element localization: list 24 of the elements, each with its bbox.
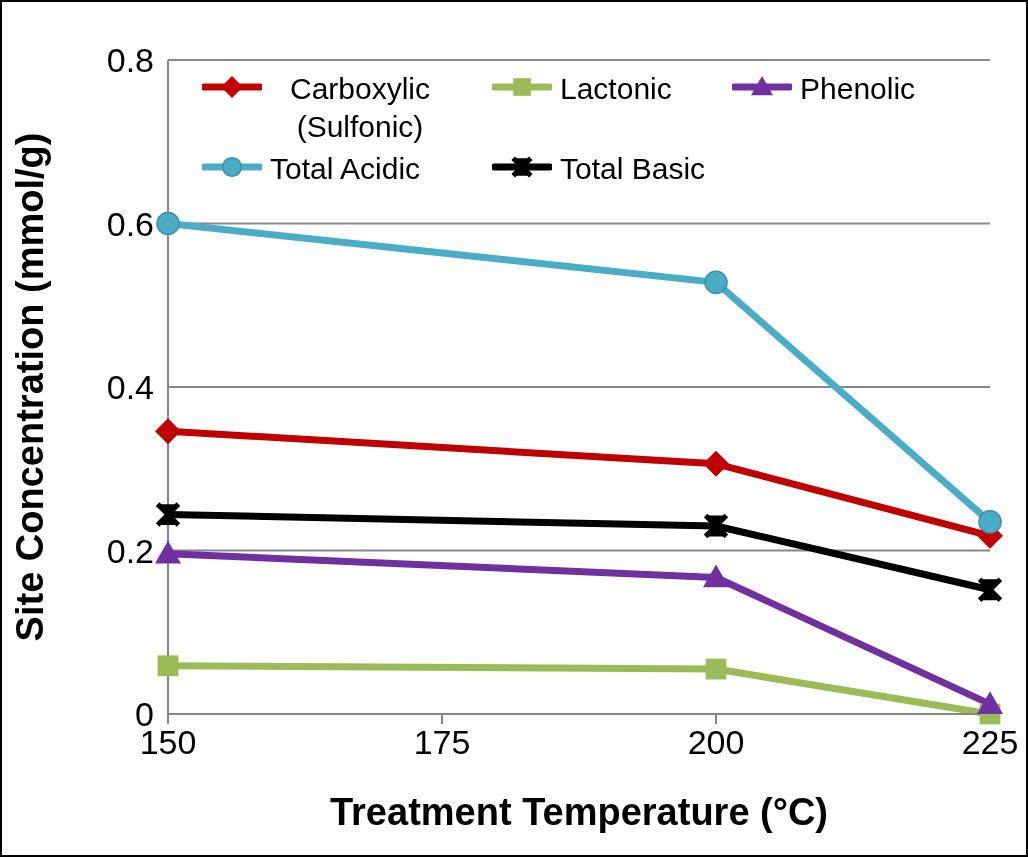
point <box>978 510 1002 534</box>
legend-label: Total Basic <box>560 151 706 187</box>
legend-label: Carboxylic (Sulfonic) <box>288 71 431 145</box>
point <box>156 211 180 236</box>
point <box>157 655 179 677</box>
point <box>704 270 728 295</box>
y-tick-label: 0.4 <box>106 368 154 407</box>
legend-label: Total Acidic <box>270 151 421 187</box>
y-tick-label: 0.2 <box>106 531 154 570</box>
y-tick-label: 0.6 <box>106 204 154 243</box>
point <box>155 540 181 564</box>
x-tick-label: 225 <box>961 723 1019 762</box>
y-tick-label: 0.8 <box>106 41 154 80</box>
x-axis-title: Treatment Temperature (°C) <box>329 791 829 833</box>
point <box>705 658 727 680</box>
point <box>977 691 1003 714</box>
legend-label: Phenolic <box>800 71 916 107</box>
point <box>703 564 729 588</box>
y-axis-title: Site Concentration (mmol/g) <box>9 132 52 642</box>
point <box>703 450 729 477</box>
point <box>155 418 181 445</box>
x-tick-label: 200 <box>687 723 745 762</box>
x-tick-label: 175 <box>413 723 471 762</box>
legend-label: Lactonic <box>560 71 672 107</box>
